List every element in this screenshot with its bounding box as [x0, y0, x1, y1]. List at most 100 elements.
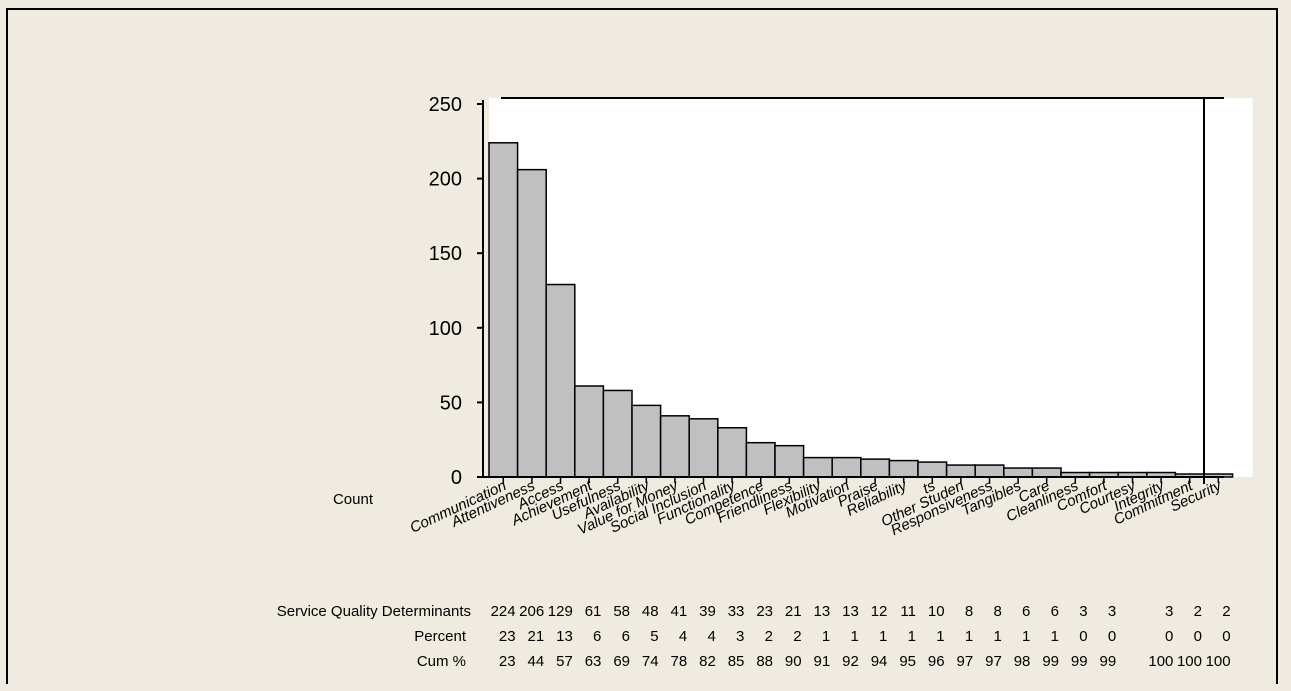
cum-percent-row-label: Cum %: [417, 653, 466, 670]
percent-value: 1: [822, 628, 830, 645]
axes-group: [482, 97, 1224, 484]
cum-percent-value: 95: [899, 653, 916, 670]
cum-percent-value: 100: [1206, 653, 1231, 670]
bar: [545, 283, 576, 478]
chart-frame: [6, 8, 1278, 684]
cum-percent-value: 44: [528, 653, 545, 670]
y-tick-label: 0: [451, 467, 462, 489]
count-value: 39: [699, 603, 716, 620]
y-tick-label: 250: [429, 94, 462, 116]
percent-value: 6: [622, 628, 630, 645]
count-value: 12: [871, 603, 888, 620]
percent-value: 1: [850, 628, 858, 645]
count-value: 6: [1022, 603, 1030, 620]
y-ticks-group: 0 50 100 150 200 250: [429, 94, 483, 489]
cum-percent-value: 85: [728, 653, 745, 670]
percent-value: 1: [993, 628, 1001, 645]
data-table-group: Count Service Quality Determinants Perce…: [277, 491, 1231, 670]
bar: [831, 456, 862, 478]
percent-value: 4: [679, 628, 687, 645]
count-value: 58: [613, 603, 630, 620]
count-value: 8: [965, 603, 973, 620]
cum-percent-value: 92: [842, 653, 859, 670]
percent-value: 6: [593, 628, 601, 645]
cum-percent-value: 99: [1071, 653, 1088, 670]
percent-row-label: Percent: [414, 628, 467, 645]
cum-percent-value: 63: [585, 653, 602, 670]
cum-percent-value: 78: [671, 653, 688, 670]
cum-percent-value: 82: [699, 653, 716, 670]
count-value: 3: [1079, 603, 1087, 620]
bar: [917, 461, 948, 478]
cum-percent-value: 99: [1100, 653, 1117, 670]
percent-value: 21: [528, 628, 545, 645]
bar: [688, 418, 719, 478]
cum-percent-value: 100: [1148, 653, 1173, 670]
percent-value: 3: [736, 628, 744, 645]
cum-percent-value: 69: [613, 653, 630, 670]
cum-percent-value: 98: [1014, 653, 1031, 670]
bar: [974, 464, 1005, 478]
percent-value: 2: [765, 628, 773, 645]
cum-percent-value: 74: [642, 653, 659, 670]
bar: [1031, 467, 1062, 478]
y-tick-label: 200: [429, 169, 462, 191]
bar: [802, 456, 833, 478]
count-value: 61: [585, 603, 602, 620]
bar: [860, 458, 891, 478]
percent-value: 4: [707, 628, 715, 645]
count-value: 13: [814, 603, 831, 620]
cum-percent-value: 97: [985, 653, 1002, 670]
bar: [745, 441, 776, 478]
percent-value: 0: [1108, 628, 1116, 645]
bar: [488, 142, 519, 478]
cum-percent-value: 91: [814, 653, 831, 670]
percent-value: 0: [1194, 628, 1202, 645]
y-tick-label: 50: [440, 392, 462, 414]
y-tick-label: 100: [429, 318, 462, 340]
bar: [516, 168, 547, 478]
bar: [1003, 467, 1034, 478]
count-value: 129: [548, 603, 573, 620]
bar: [774, 444, 805, 478]
count-value: 11: [900, 603, 916, 620]
percent-value: 23: [499, 628, 516, 645]
percent-value: 0: [1165, 628, 1173, 645]
percent-value: 1: [1051, 628, 1059, 645]
count-value: 3: [1108, 603, 1116, 620]
cum-percent-value: 57: [556, 653, 573, 670]
count-value: 2: [1194, 603, 1202, 620]
count-value: 23: [756, 603, 773, 620]
bar: [631, 404, 662, 478]
cum-percent-value: 100: [1177, 653, 1202, 670]
category-labels-group: CommunicationAttentivenessAccessAchievem…: [407, 477, 1225, 540]
percent-value: 1: [965, 628, 973, 645]
count-value: 33: [728, 603, 745, 620]
count-value: 41: [671, 603, 688, 620]
cum-percent-value: 97: [957, 653, 974, 670]
percent-value: 5: [650, 628, 658, 645]
count-value: 8: [993, 603, 1001, 620]
count-value: 48: [642, 603, 659, 620]
bar: [717, 427, 748, 478]
bar: [602, 389, 633, 478]
percent-value: 1: [908, 628, 916, 645]
count-value: 2: [1222, 603, 1230, 620]
bar: [945, 464, 976, 478]
count-value: 13: [842, 603, 859, 620]
percent-value: 2: [793, 628, 801, 645]
bar: [574, 385, 605, 478]
percent-value: 0: [1222, 628, 1230, 645]
cum-percent-value: 96: [928, 653, 945, 670]
percent-value: 13: [556, 628, 573, 645]
percent-value: 1: [936, 628, 944, 645]
cum-percent-value: 90: [785, 653, 802, 670]
bar: [659, 415, 690, 478]
count-value: 6: [1051, 603, 1059, 620]
bar: [888, 459, 919, 478]
percent-value: 1: [1022, 628, 1030, 645]
y-tick-label: 150: [429, 243, 462, 265]
y-axis-label: Count: [333, 491, 374, 508]
percent-value: 0: [1079, 628, 1087, 645]
